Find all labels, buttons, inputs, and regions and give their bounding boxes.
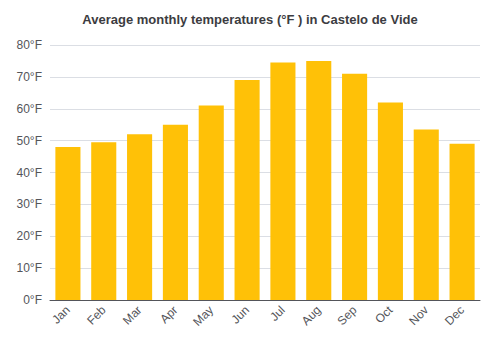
svg-text:40°F: 40°F xyxy=(17,166,42,180)
svg-text:Jul: Jul xyxy=(267,303,288,324)
svg-text:20°F: 20°F xyxy=(17,229,42,243)
svg-text:Dec: Dec xyxy=(442,303,467,328)
svg-text:Mar: Mar xyxy=(120,303,145,327)
svg-text:80°F: 80°F xyxy=(17,38,42,52)
svg-text:Average monthly temperatures (: Average monthly temperatures (°F ) in Ca… xyxy=(82,12,417,27)
svg-text:50°F: 50°F xyxy=(17,134,42,148)
svg-text:Jan: Jan xyxy=(49,303,73,327)
svg-text:Feb: Feb xyxy=(84,303,109,328)
svg-text:60°F: 60°F xyxy=(17,102,42,116)
svg-text:30°F: 30°F xyxy=(17,197,42,211)
svg-text:Aug: Aug xyxy=(299,303,324,328)
svg-text:70°F: 70°F xyxy=(17,70,42,84)
svg-text:Nov: Nov xyxy=(406,303,431,328)
svg-text:May: May xyxy=(190,303,216,329)
svg-text:Oct: Oct xyxy=(372,303,396,327)
svg-text:Apr: Apr xyxy=(157,303,180,326)
svg-text:Sep: Sep xyxy=(335,303,360,328)
svg-text:0°F: 0°F xyxy=(23,293,42,307)
svg-text:10°F: 10°F xyxy=(17,261,42,275)
svg-text:Jun: Jun xyxy=(228,303,252,327)
